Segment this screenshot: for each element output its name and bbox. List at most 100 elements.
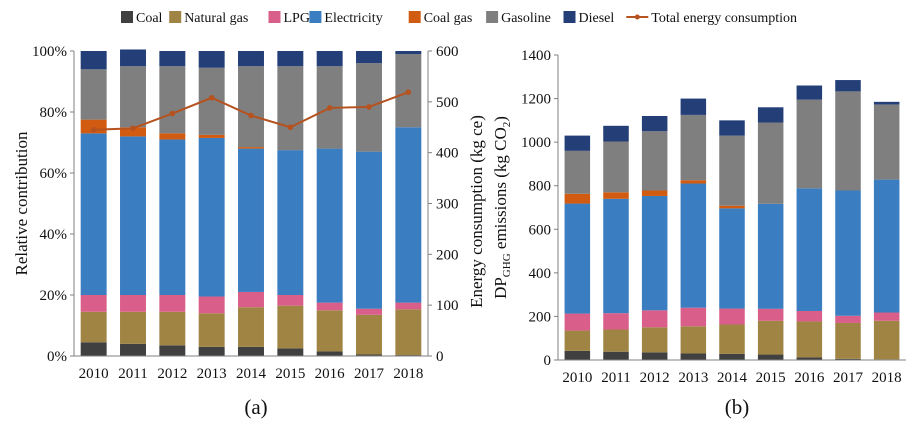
secondary-y-tick-label: 400 <box>436 146 459 162</box>
bar-segment <box>395 302 422 310</box>
bar-segment <box>159 66 186 134</box>
bar-segment <box>835 322 861 359</box>
y-tick-label: 400 <box>529 266 552 282</box>
legend-item: LPG <box>268 11 310 26</box>
legend-item: Coal gas <box>408 11 472 26</box>
total-energy-point <box>90 126 97 133</box>
bar-segment <box>680 180 707 184</box>
bar-segment <box>835 358 861 360</box>
total-energy-point <box>405 89 412 95</box>
bar-segment <box>395 127 422 303</box>
bar-segment <box>835 91 861 191</box>
y-axis-label: Relative contribution <box>12 131 31 275</box>
bar-segment <box>603 141 629 193</box>
secondary-y-tick-label: 0 <box>436 349 444 365</box>
legend-swatch <box>408 11 421 23</box>
bar-segment <box>80 133 107 295</box>
x-tick-label: 2015 <box>275 366 305 382</box>
bar-segment <box>796 85 823 100</box>
secondary-y-tick-label: 500 <box>436 95 459 111</box>
bar-segment <box>277 150 304 295</box>
secondary-y-tick-label: 200 <box>436 247 459 263</box>
bar-segment <box>873 104 900 180</box>
bar-segment <box>603 313 629 330</box>
bar-segment <box>316 51 343 67</box>
bar-segment <box>641 327 668 353</box>
secondary-y-tick-label: 600 <box>436 44 459 60</box>
bar-segment <box>159 139 186 295</box>
legend-swatch <box>121 11 133 23</box>
bar-segment <box>198 296 225 314</box>
bar-segment <box>120 136 146 295</box>
bar-segment <box>641 352 668 360</box>
bar-segment <box>564 330 591 351</box>
legend-item: Electricity <box>309 11 383 26</box>
bar-segment <box>757 203 784 309</box>
bar-segment <box>757 320 784 355</box>
legend-label: Total energy consumption <box>651 11 797 26</box>
bar-segment <box>316 302 343 311</box>
bar-segment <box>564 193 591 204</box>
secondary-y-tick-label: 300 <box>436 197 459 213</box>
bar-segment <box>603 192 629 199</box>
bar-segment <box>159 345 186 356</box>
bar-segment <box>356 314 382 355</box>
bar-segment <box>198 346 225 356</box>
legend-item: Total energy consumption <box>626 11 797 26</box>
bar-segment <box>356 151 382 309</box>
bar-segment <box>603 198 629 314</box>
bar-segment <box>719 308 745 325</box>
bar-segment <box>564 150 591 194</box>
bar-segment <box>564 313 591 331</box>
x-tick-label: 2011 <box>118 366 147 382</box>
panel-b-chart: 2010 2011 2012 2013 2014 2015 2016 2017 2018 0 200… <box>491 48 906 419</box>
bar-segment <box>796 321 823 358</box>
legend: Coal Natural gas LPG Electricity Coal gas Gas… <box>121 11 797 26</box>
legend-item: Gasoline <box>486 11 551 26</box>
y-tick-label: 1400 <box>521 48 551 64</box>
x-tick-label: 2016 <box>315 366 346 382</box>
legend-marker <box>634 14 640 20</box>
bar-segment <box>603 125 629 142</box>
bar-segment <box>198 137 225 297</box>
legend-label: Electricity <box>324 11 382 26</box>
bar-segment <box>159 51 186 67</box>
bar-segment <box>277 51 304 67</box>
bar-segment <box>80 295 107 312</box>
bar-segment <box>603 329 629 352</box>
bar-segment <box>873 312 900 321</box>
legend-item: Diesel <box>563 11 615 26</box>
bar-segment <box>356 308 382 315</box>
legend-label: Gasoline <box>501 11 551 26</box>
bar-segment <box>796 357 823 360</box>
x-tick-label: 2017 <box>833 370 864 386</box>
bar-segment <box>757 122 784 204</box>
bar-segment <box>680 307 707 327</box>
x-tick-label: 2013 <box>678 370 708 386</box>
bar-segment <box>316 351 343 356</box>
y-tick-label: 40% <box>40 227 68 243</box>
bar-segment <box>873 179 900 313</box>
bar-segment <box>120 343 146 356</box>
bar-segment <box>238 346 264 356</box>
total-energy-point <box>366 104 372 110</box>
bar-segment <box>680 98 707 115</box>
legend-item: Coal <box>121 11 163 26</box>
x-tick-label: 2014 <box>717 370 748 386</box>
x-tick-label: 2012 <box>640 370 670 386</box>
bar-segment <box>277 305 304 349</box>
x-tick-label: 2010 <box>79 366 109 382</box>
x-tick-label: 2016 <box>794 370 825 386</box>
panel-a-chart: 2010 2011 2012 2013 2014 2015 2016 2017 2018 0% 20… <box>12 44 486 419</box>
legend-swatch <box>563 11 576 23</box>
secondary-y-axis-label: Energy consumption (kg ce) <box>467 115 486 308</box>
y-tick-label: 0 <box>544 353 552 369</box>
bar-segment <box>719 353 745 360</box>
x-tick-label: 2014 <box>236 366 267 382</box>
bar-segment <box>641 116 668 132</box>
bar-segment <box>719 208 745 309</box>
legend-label: Diesel <box>579 11 615 26</box>
x-tick-label: 2010 <box>562 370 592 386</box>
bar-segment <box>719 120 745 136</box>
y-tick-label: 80% <box>40 105 68 121</box>
